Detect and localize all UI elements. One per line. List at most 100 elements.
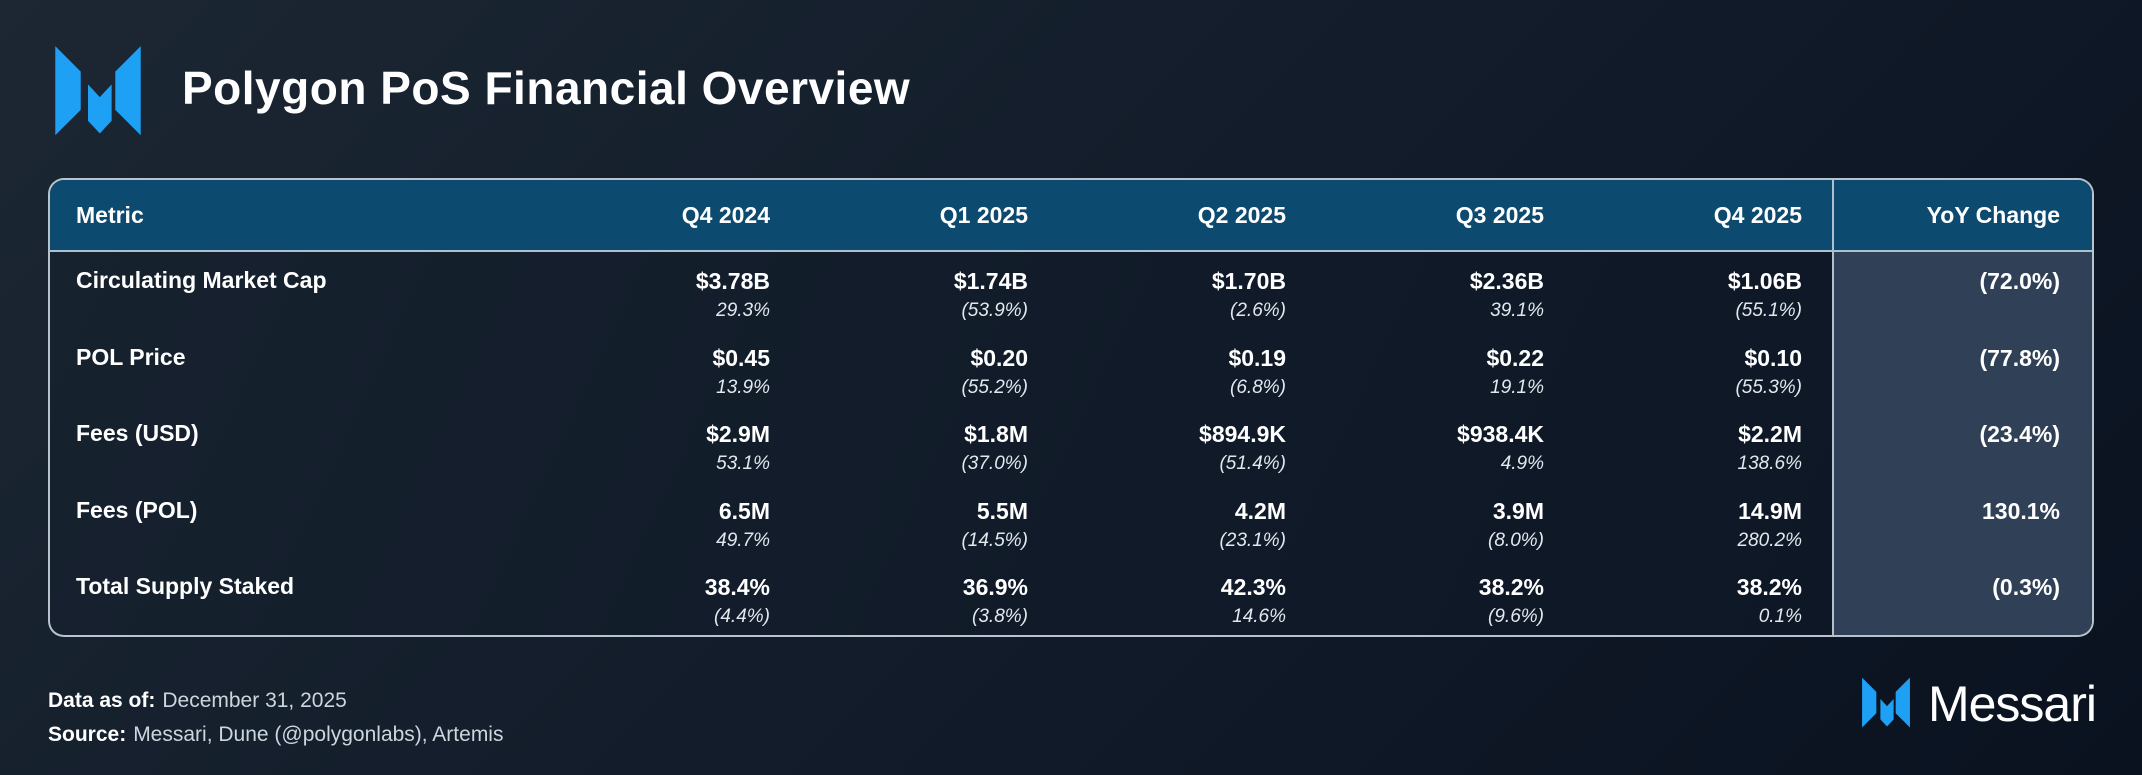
quarter-value: $0.45 <box>712 344 770 371</box>
table-cell: $3.78B 29.3% <box>542 252 800 329</box>
quarter-value: $3.78B <box>695 268 770 294</box>
qoq-change: (37.0%) <box>961 453 1028 475</box>
table-cell: $1.06B (55.1%) <box>1574 252 1832 329</box>
table-cell: 38.2% (9.6%) <box>1316 558 1574 635</box>
data-as-of-value: December 31, 2025 <box>162 689 347 712</box>
quarter-value: 5.5M <box>976 497 1028 524</box>
table-cell: $0.10 (55.3%) <box>1574 329 1832 406</box>
metric-label: Fees (POL) <box>76 496 198 523</box>
qoq-change: 49.7% <box>716 529 770 551</box>
yoy-value: 130.1% <box>1981 497 2060 524</box>
qoq-change: (8.0%) <box>1488 529 1544 551</box>
qoq-change: (23.1%) <box>1219 529 1286 551</box>
financial-overview-table: Metric Q4 2024 Q1 2025 Q2 2025 Q3 2025 Q… <box>48 178 2094 637</box>
table-cell: 6.5M 49.7% <box>542 482 800 559</box>
qoq-change: (51.4%) <box>1219 453 1286 475</box>
table-cell: $0.45 13.9% <box>542 329 800 406</box>
yoy-change-cell: (0.3%) <box>1832 558 2092 635</box>
table-cell: $1.70B (2.6%) <box>1058 252 1316 329</box>
column-header-q4-2024: Q4 2024 <box>542 180 800 252</box>
messari-m-logo-icon <box>1858 672 1914 735</box>
table-cell: $0.22 19.1% <box>1316 329 1574 406</box>
table-cell: $938.4K 4.9% <box>1316 405 1574 482</box>
quarter-value: $1.8M <box>964 421 1028 448</box>
column-header-yoy-change: YoY Change <box>1832 180 2092 252</box>
quarter-value: $1.70B <box>1211 268 1286 294</box>
quarter-value: 38.2% <box>1736 574 1802 601</box>
quarter-value: 14.9M <box>1738 497 1802 524</box>
qoq-change: 13.9% <box>716 376 770 398</box>
quarter-value: $938.4K <box>1457 421 1544 448</box>
quarter-value: $894.9K <box>1199 421 1286 448</box>
quarter-value: 6.5M <box>718 497 770 524</box>
column-header-q2-2025: Q2 2025 <box>1058 180 1316 252</box>
table-cell: $2.9M 53.1% <box>542 405 800 482</box>
qoq-change: 4.9% <box>1500 453 1544 475</box>
table-cell: 42.3% 14.6% <box>1058 558 1316 635</box>
table-cell: $0.19 (6.8%) <box>1058 329 1316 406</box>
table-cell: 4.2M (23.1%) <box>1058 482 1316 559</box>
messari-m-logo-icon <box>48 36 148 140</box>
yoy-value: (77.8%) <box>1979 344 2060 371</box>
qoq-change: (55.2%) <box>961 376 1028 398</box>
qoq-change: 138.6% <box>1737 453 1802 475</box>
quarter-value: 3.9M <box>1492 497 1544 524</box>
qoq-change: (9.6%) <box>1488 606 1544 628</box>
table-cell: $0.20 (55.2%) <box>800 329 1058 406</box>
quarter-value: $2.36B <box>1469 268 1544 294</box>
qoq-change: (2.6%) <box>1230 300 1286 321</box>
table-cell: $2.2M 138.6% <box>1574 405 1832 482</box>
metric-label: Fees (USD) <box>76 420 199 447</box>
yoy-value: (0.3%) <box>1992 574 2060 601</box>
quarter-value: 36.9% <box>962 574 1028 601</box>
source-line: Source: Messari, Dune (@polygonlabs), Art… <box>48 718 503 752</box>
qoq-change: 19.1% <box>1490 376 1544 398</box>
table-cell: 38.2% 0.1% <box>1574 558 1832 635</box>
data-as-of-label: Data as of: <box>48 689 156 712</box>
quarter-value: $0.10 <box>1744 344 1802 371</box>
quarter-value: 42.3% <box>1220 574 1286 601</box>
qoq-change: (4.4%) <box>714 606 770 628</box>
qoq-change: (14.5%) <box>961 529 1028 551</box>
table-cell: 5.5M (14.5%) <box>800 482 1058 559</box>
qoq-change: 29.3% <box>716 300 770 321</box>
qoq-change: (53.9%) <box>961 300 1028 321</box>
metric-label: Total Supply Staked <box>76 573 295 600</box>
table-cell: 38.4% (4.4%) <box>542 558 800 635</box>
data-as-of-line: Data as of: December 31, 2025 <box>48 684 503 718</box>
source-value: Messari, Dune (@polygonlabs), Artemis <box>133 723 504 746</box>
quarter-value: $1.06B <box>1727 268 1802 294</box>
qoq-change: (3.8%) <box>972 606 1028 628</box>
table-cell: 36.9% (3.8%) <box>800 558 1058 635</box>
qoq-change: 53.1% <box>716 453 770 475</box>
quarter-value: $0.20 <box>970 344 1028 371</box>
yoy-value: (23.4%) <box>1979 421 2060 448</box>
metric-label: Circulating Market Cap <box>76 267 327 293</box>
quarter-value: $0.19 <box>1228 344 1286 371</box>
qoq-change: 39.1% <box>1490 300 1544 321</box>
page-title: Polygon PoS Financial Overview <box>182 62 911 114</box>
metric-label: POL Price <box>76 343 186 370</box>
top-header: Polygon PoS Financial Overview <box>48 36 910 140</box>
qoq-change: (55.3%) <box>1735 376 1802 398</box>
yoy-change-cell: (72.0%) <box>1832 252 2092 329</box>
qoq-change: (55.1%) <box>1735 300 1802 321</box>
table-cell: $1.74B (53.9%) <box>800 252 1058 329</box>
column-header-metric: Metric <box>50 180 542 252</box>
table-cell: $1.8M (37.0%) <box>800 405 1058 482</box>
table-cell: $894.9K (51.4%) <box>1058 405 1316 482</box>
quarter-value: $1.74B <box>953 268 1028 294</box>
yoy-value: (72.0%) <box>1979 268 2060 294</box>
column-header-q4-2025: Q4 2025 <box>1574 180 1832 252</box>
qoq-change: 280.2% <box>1737 529 1802 551</box>
messari-wordmark: Messari <box>1927 675 2097 732</box>
table-cell: 14.9M 280.2% <box>1574 482 1832 559</box>
source-label: Source: <box>48 723 127 746</box>
qoq-change: 14.6% <box>1232 606 1286 628</box>
quarter-value: 38.2% <box>1478 574 1544 601</box>
table-cell: $2.36B 39.1% <box>1316 252 1574 329</box>
column-header-q1-2025: Q1 2025 <box>800 180 1058 252</box>
qoq-change: 0.1% <box>1758 606 1802 628</box>
quarter-value: $0.22 <box>1486 344 1544 371</box>
